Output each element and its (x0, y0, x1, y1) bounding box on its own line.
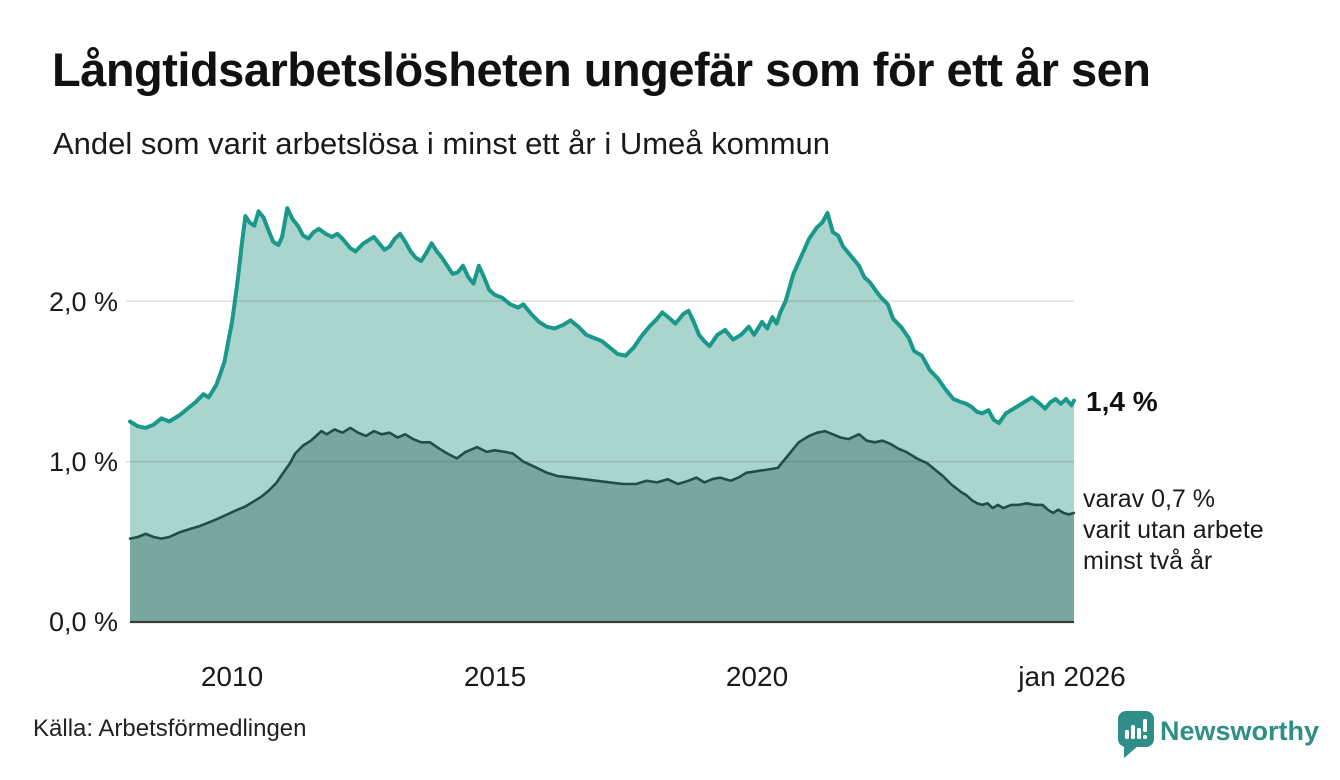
x-axis-tick-2010: 2010 (200, 661, 264, 692)
y-axis-tick-1: 1,0 % (48, 447, 118, 477)
series2-area-fill (130, 427, 1074, 622)
secondary-annotation: varav 0,7 % varit utan arbete minst två … (1083, 484, 1264, 577)
x-axis-tick-2015: 2015 (463, 661, 527, 692)
page-title: Långtidsarbetslösheten ungefär som för e… (52, 43, 1151, 96)
x-axis-tick-2020: 2020 (725, 661, 789, 692)
newsworthy-brand-text: Newsworthy (1160, 716, 1320, 746)
y-axis-tick-2: 2,0 % (48, 287, 118, 317)
chart-subtitle: Andel som varit arbetslösa i minst ett å… (53, 126, 830, 161)
y-axis-tick-0: 0,0 % (48, 607, 118, 637)
secondary-annotation-line2: varit utan arbete (1083, 516, 1264, 544)
series1-line (128, 206, 1076, 430)
secondary-annotation-line1: varav 0,7 % (1083, 485, 1216, 513)
secondary-annotation-line3: minst två år (1083, 547, 1213, 575)
newsworthy-logo-icon (1118, 711, 1154, 758)
series2-line (128, 426, 1076, 540)
source-credit: Källa: Arbetsförmedlingen (33, 715, 307, 742)
latest-value-annotation: 1,4 % (1086, 386, 1158, 417)
x-axis-tick-jan-2026: jan 2026 (1018, 661, 1126, 692)
